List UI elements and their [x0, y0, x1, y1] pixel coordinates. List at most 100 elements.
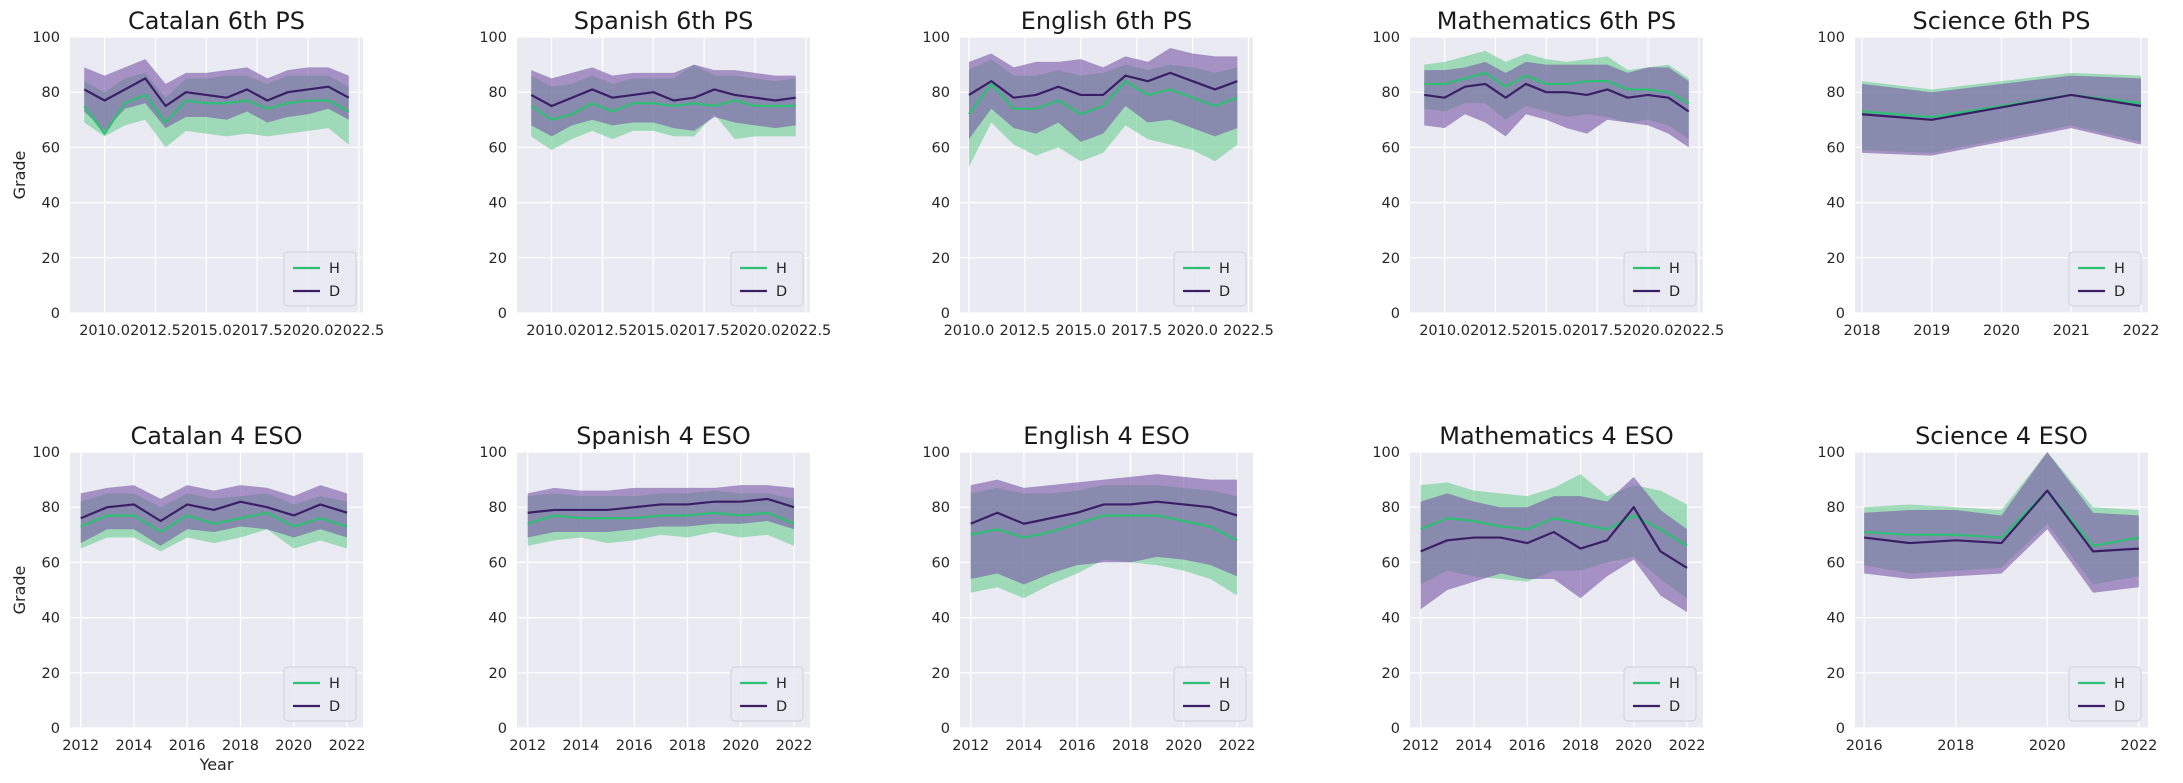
panel-title: Mathematics 6th PS: [1437, 7, 1677, 35]
x-tick-label: 2022: [1219, 738, 1256, 754]
y-tick-label: 100: [32, 445, 60, 461]
series-line-H: [1864, 489, 2140, 547]
series-line-H: [968, 80, 1238, 116]
y-tick-label: 60: [42, 140, 60, 156]
x-tick-label: 2019: [1913, 323, 1950, 339]
x-tick-label: 2012: [1402, 738, 1439, 754]
y-tick-label: 40: [42, 196, 60, 212]
x-tick-label: 2018: [1937, 738, 1974, 754]
legend-label-D: D: [329, 284, 340, 300]
subplot-5: 0 20 40 60 80 100 2018 2019 2020 2021 2022 Science …: [1817, 7, 2159, 339]
x-tick-label: 2014: [1455, 738, 1492, 754]
y-tick-label: 80: [489, 85, 507, 101]
y-tick-label: 20: [42, 666, 60, 682]
x-tick-label: 2015.0: [1055, 323, 1106, 339]
series-line-H: [530, 99, 796, 121]
series-line-H: [527, 511, 795, 525]
legend-label-D: D: [2114, 284, 2125, 300]
y-tick-label: 60: [42, 555, 60, 571]
legend-label-D: D: [1669, 699, 1680, 715]
x-tick-label: 2016: [1059, 738, 1096, 754]
legend-label-D: D: [1219, 699, 1230, 715]
subplot-7: 0 20 40 60 80 100 2012 2014 2016 2018 2020 2022 Span…: [479, 422, 812, 754]
x-tick-label: 2018: [222, 738, 259, 754]
series-line-D: [527, 497, 795, 514]
y-tick-label: 80: [489, 500, 507, 516]
y-tick-label: 20: [1382, 666, 1400, 682]
legend-label-H: H: [776, 261, 787, 277]
x-tick-label: 2018: [1112, 738, 1149, 754]
y-tick-label: 0: [1391, 721, 1400, 737]
y-tick-label: 100: [1372, 445, 1400, 461]
panel-title: English 4 ESO: [1023, 422, 1189, 450]
legend: HD: [730, 251, 804, 307]
x-tick-label: 2012: [952, 738, 989, 754]
x-tick-label: 2022.5: [1223, 323, 1274, 339]
y-tick-label: 40: [1827, 196, 1845, 212]
legend: HD: [2068, 251, 2142, 307]
x-tick-label: 2020: [1615, 738, 1652, 754]
x-tick-label: 2021: [2053, 323, 2090, 339]
y-tick-label: 40: [489, 196, 507, 212]
x-tick-label: 2017.5: [232, 323, 283, 339]
x-tick-label: 2012.5: [577, 323, 628, 339]
legend-label-H: H: [776, 676, 787, 692]
y-tick-label: 80: [932, 85, 950, 101]
x-tick-label: 2014: [562, 738, 599, 754]
subplot-1: 0 20 40 60 80 100 2010.0 2012.5 2015.0 2017.5 2020…: [10, 7, 384, 339]
y-tick-label: 40: [1382, 611, 1400, 627]
x-tick-label: 2016: [1509, 738, 1546, 754]
legend-label-D: D: [2114, 699, 2125, 715]
panel-title: Mathematics 4 ESO: [1439, 422, 1673, 450]
y-tick-label: 100: [32, 30, 60, 46]
legend-label-H: H: [329, 261, 340, 277]
subplot-3: 0 20 40 60 80 100 2010.0 2012.5 2015.0 2017.5 2020…: [922, 7, 1274, 339]
y-tick-label: 60: [932, 555, 950, 571]
legend-box: [1623, 251, 1697, 307]
x-tick-label: 2020: [2029, 738, 2066, 754]
y-tick-label: 80: [932, 500, 950, 516]
legend-label-H: H: [2114, 676, 2125, 692]
y-tick-label: 0: [1836, 306, 1845, 322]
series-line-H: [1424, 71, 1690, 105]
band-D: [84, 59, 349, 131]
series-line-D: [1424, 82, 1690, 113]
y-tick-label: 20: [489, 666, 507, 682]
y-tick-label: 60: [1827, 140, 1845, 156]
x-tick-label: 2022: [2123, 323, 2160, 339]
legend-label-D: D: [1219, 284, 1230, 300]
y-tick-label: 0: [51, 721, 60, 737]
y-tick-label: 100: [479, 445, 507, 461]
y-tick-label: 0: [941, 721, 950, 737]
band-D: [80, 485, 348, 546]
x-tick-label: 2016: [616, 738, 653, 754]
legend-label-H: H: [1669, 676, 1680, 692]
legend: HD: [1623, 666, 1697, 722]
series-line-D: [80, 500, 348, 523]
y-tick-label: 0: [498, 721, 507, 737]
x-tick-label: 2017.5: [679, 323, 730, 339]
panel-title: Catalan 6th PS: [128, 7, 305, 35]
x-tick-label: 2017.5: [1572, 323, 1623, 339]
y-tick-label: 80: [42, 85, 60, 101]
y-tick-label: 80: [1827, 500, 1845, 516]
series-line-H: [83, 93, 350, 135]
y-tick-label: 0: [51, 306, 60, 322]
x-tick-label: 2020: [1983, 323, 2020, 339]
x-tick-label: 2012.5: [1470, 323, 1521, 339]
x-tick-label: 2022.5: [1674, 323, 1725, 339]
legend-label-D: D: [329, 699, 340, 715]
legend-label-D: D: [776, 699, 787, 715]
y-tick-label: 60: [1382, 140, 1400, 156]
y-tick-label: 40: [489, 611, 507, 627]
x-tick-label: 2012.5: [130, 323, 181, 339]
x-tick-label: 2012: [62, 738, 99, 754]
x-tick-label: 2022: [1669, 738, 1706, 754]
panel-title: Science 6th PS: [1913, 7, 2091, 35]
legend-label-H: H: [2114, 261, 2125, 277]
legend-box: [1173, 251, 1247, 307]
x-tick-label: 2020: [1165, 738, 1202, 754]
x-tick-label: 2018: [1562, 738, 1599, 754]
subplot-6: 0 20 40 60 80 100 2012 2014 2016 2018 2020 2022 Cata…: [10, 422, 365, 774]
subplot-2: 0 20 40 60 80 100 2010.0 2012.5 2015.0 2017.5 2020…: [479, 7, 831, 339]
